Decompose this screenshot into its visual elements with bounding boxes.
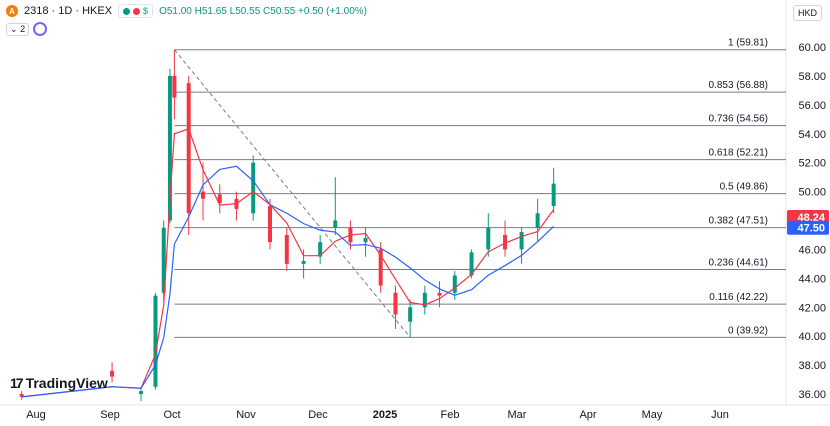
x-tick-label: 2025 — [373, 409, 397, 421]
x-tick-label: May — [642, 409, 663, 421]
ohlc-readout: O51.00 H51.65 L50.55 C50.55 +0.50 (+1.00… — [159, 5, 367, 17]
currency-dollar-icon: $ — [143, 6, 149, 16]
x-tick-label: Jun — [711, 409, 729, 421]
candle-body — [301, 260, 306, 264]
fib-trend-line — [174, 49, 411, 338]
candle-body — [486, 227, 491, 250]
tradingview-wordmark: TradingView — [25, 375, 108, 391]
x-tick-label: Nov — [236, 409, 256, 421]
indicator-row: ⌄ 2 — [6, 22, 48, 36]
y-tick-label: 36.00 — [798, 389, 826, 401]
candle-body — [378, 249, 383, 286]
candle-body — [503, 234, 508, 250]
candle-body — [217, 194, 222, 204]
status-dot-icon — [123, 7, 131, 15]
candle-body — [139, 391, 143, 394]
candle-body — [268, 206, 272, 243]
y-tick-label: 54.00 — [798, 129, 826, 141]
candle-body — [363, 237, 368, 243]
price-badge — [787, 220, 829, 235]
candle-body — [284, 234, 289, 264]
fib-level-label: 1 (59.81) — [728, 38, 768, 49]
fib-level-label: 0.853 (56.88) — [709, 80, 769, 91]
chevron-down-icon: ⌄ — [10, 23, 18, 34]
indicator-settings-icon[interactable] — [33, 22, 48, 36]
fib-level-label: 0.236 (44.61) — [709, 258, 769, 269]
candle-body — [167, 75, 172, 221]
y-tick-label: 52.00 — [798, 158, 826, 170]
status-dot-icon — [133, 7, 141, 15]
x-tick-label: Feb — [441, 409, 460, 421]
y-tick-label: 46.00 — [798, 244, 826, 256]
chart-header: A 2318 · 1D · HKEX $ O51.00 H51.65 L50.5… — [6, 4, 367, 18]
ma-fast-line — [21, 128, 555, 398]
fib-level-label: 0.618 (52.21) — [709, 148, 769, 159]
ma-slow-line — [21, 165, 555, 398]
y-tick-label: 58.00 — [798, 71, 826, 83]
candle-body — [393, 292, 398, 315]
tradingview-mark-icon: 17 — [10, 375, 24, 391]
candle-body — [161, 227, 166, 293]
indicator-count: 2 — [20, 23, 26, 34]
candle-body — [437, 292, 442, 296]
candle-body — [333, 220, 338, 228]
candle-body — [422, 292, 427, 308]
fib-level-label: 0.116 (42.22) — [709, 292, 768, 303]
x-tick-label: Sep — [100, 409, 120, 421]
candle-body — [519, 232, 524, 250]
candle-body — [153, 295, 158, 387]
candle-body — [19, 394, 24, 397]
x-tick-label: Apr — [579, 409, 596, 421]
x-tick-label: Mar — [508, 409, 527, 421]
symbol-logo-icon: A — [6, 5, 18, 17]
y-tick-label: 60.00 — [798, 42, 826, 54]
market-status-dots[interactable]: $ — [118, 4, 154, 18]
y-tick-label: 56.00 — [798, 100, 826, 112]
fib-level-label: 0.5 (49.86) — [720, 182, 768, 193]
y-tick-label: 50.00 — [798, 187, 826, 199]
price-badge — [787, 210, 829, 225]
y-tick-label: 44.00 — [798, 273, 826, 285]
x-tick-label: Dec — [308, 409, 328, 421]
y-tick-label: 38.00 — [798, 360, 826, 372]
fib-level-label: 0.382 (47.51) — [709, 216, 769, 227]
candle-body — [251, 162, 256, 214]
candle-body — [408, 307, 413, 322]
fib-level-label: 0.736 (54.56) — [709, 114, 769, 125]
y-tick-label: 42.00 — [798, 302, 826, 314]
y-tick-label: 40.00 — [798, 331, 826, 343]
candle-body — [110, 370, 115, 377]
x-tick-label: Aug — [26, 409, 46, 421]
candle-body — [318, 242, 323, 257]
candle-body — [469, 252, 474, 276]
indicator-collapse-button[interactable]: ⌄ 2 — [6, 22, 30, 36]
price-badge-label: 47.50 — [797, 223, 825, 235]
candle-body — [172, 75, 177, 98]
candle-body — [201, 191, 206, 199]
x-tick-label: Oct — [163, 409, 180, 421]
candle-body — [551, 183, 556, 207]
tradingview-logo: 17 TradingView — [10, 375, 108, 391]
symbol-title[interactable]: 2318 · 1D · HKEX — [24, 5, 113, 17]
currency-selector[interactable]: HKD — [792, 5, 822, 21]
candle-body — [452, 275, 457, 293]
fib-level-label: 0 (39.92) — [728, 325, 768, 336]
candle-body — [186, 83, 191, 214]
candle-body — [535, 213, 540, 228]
